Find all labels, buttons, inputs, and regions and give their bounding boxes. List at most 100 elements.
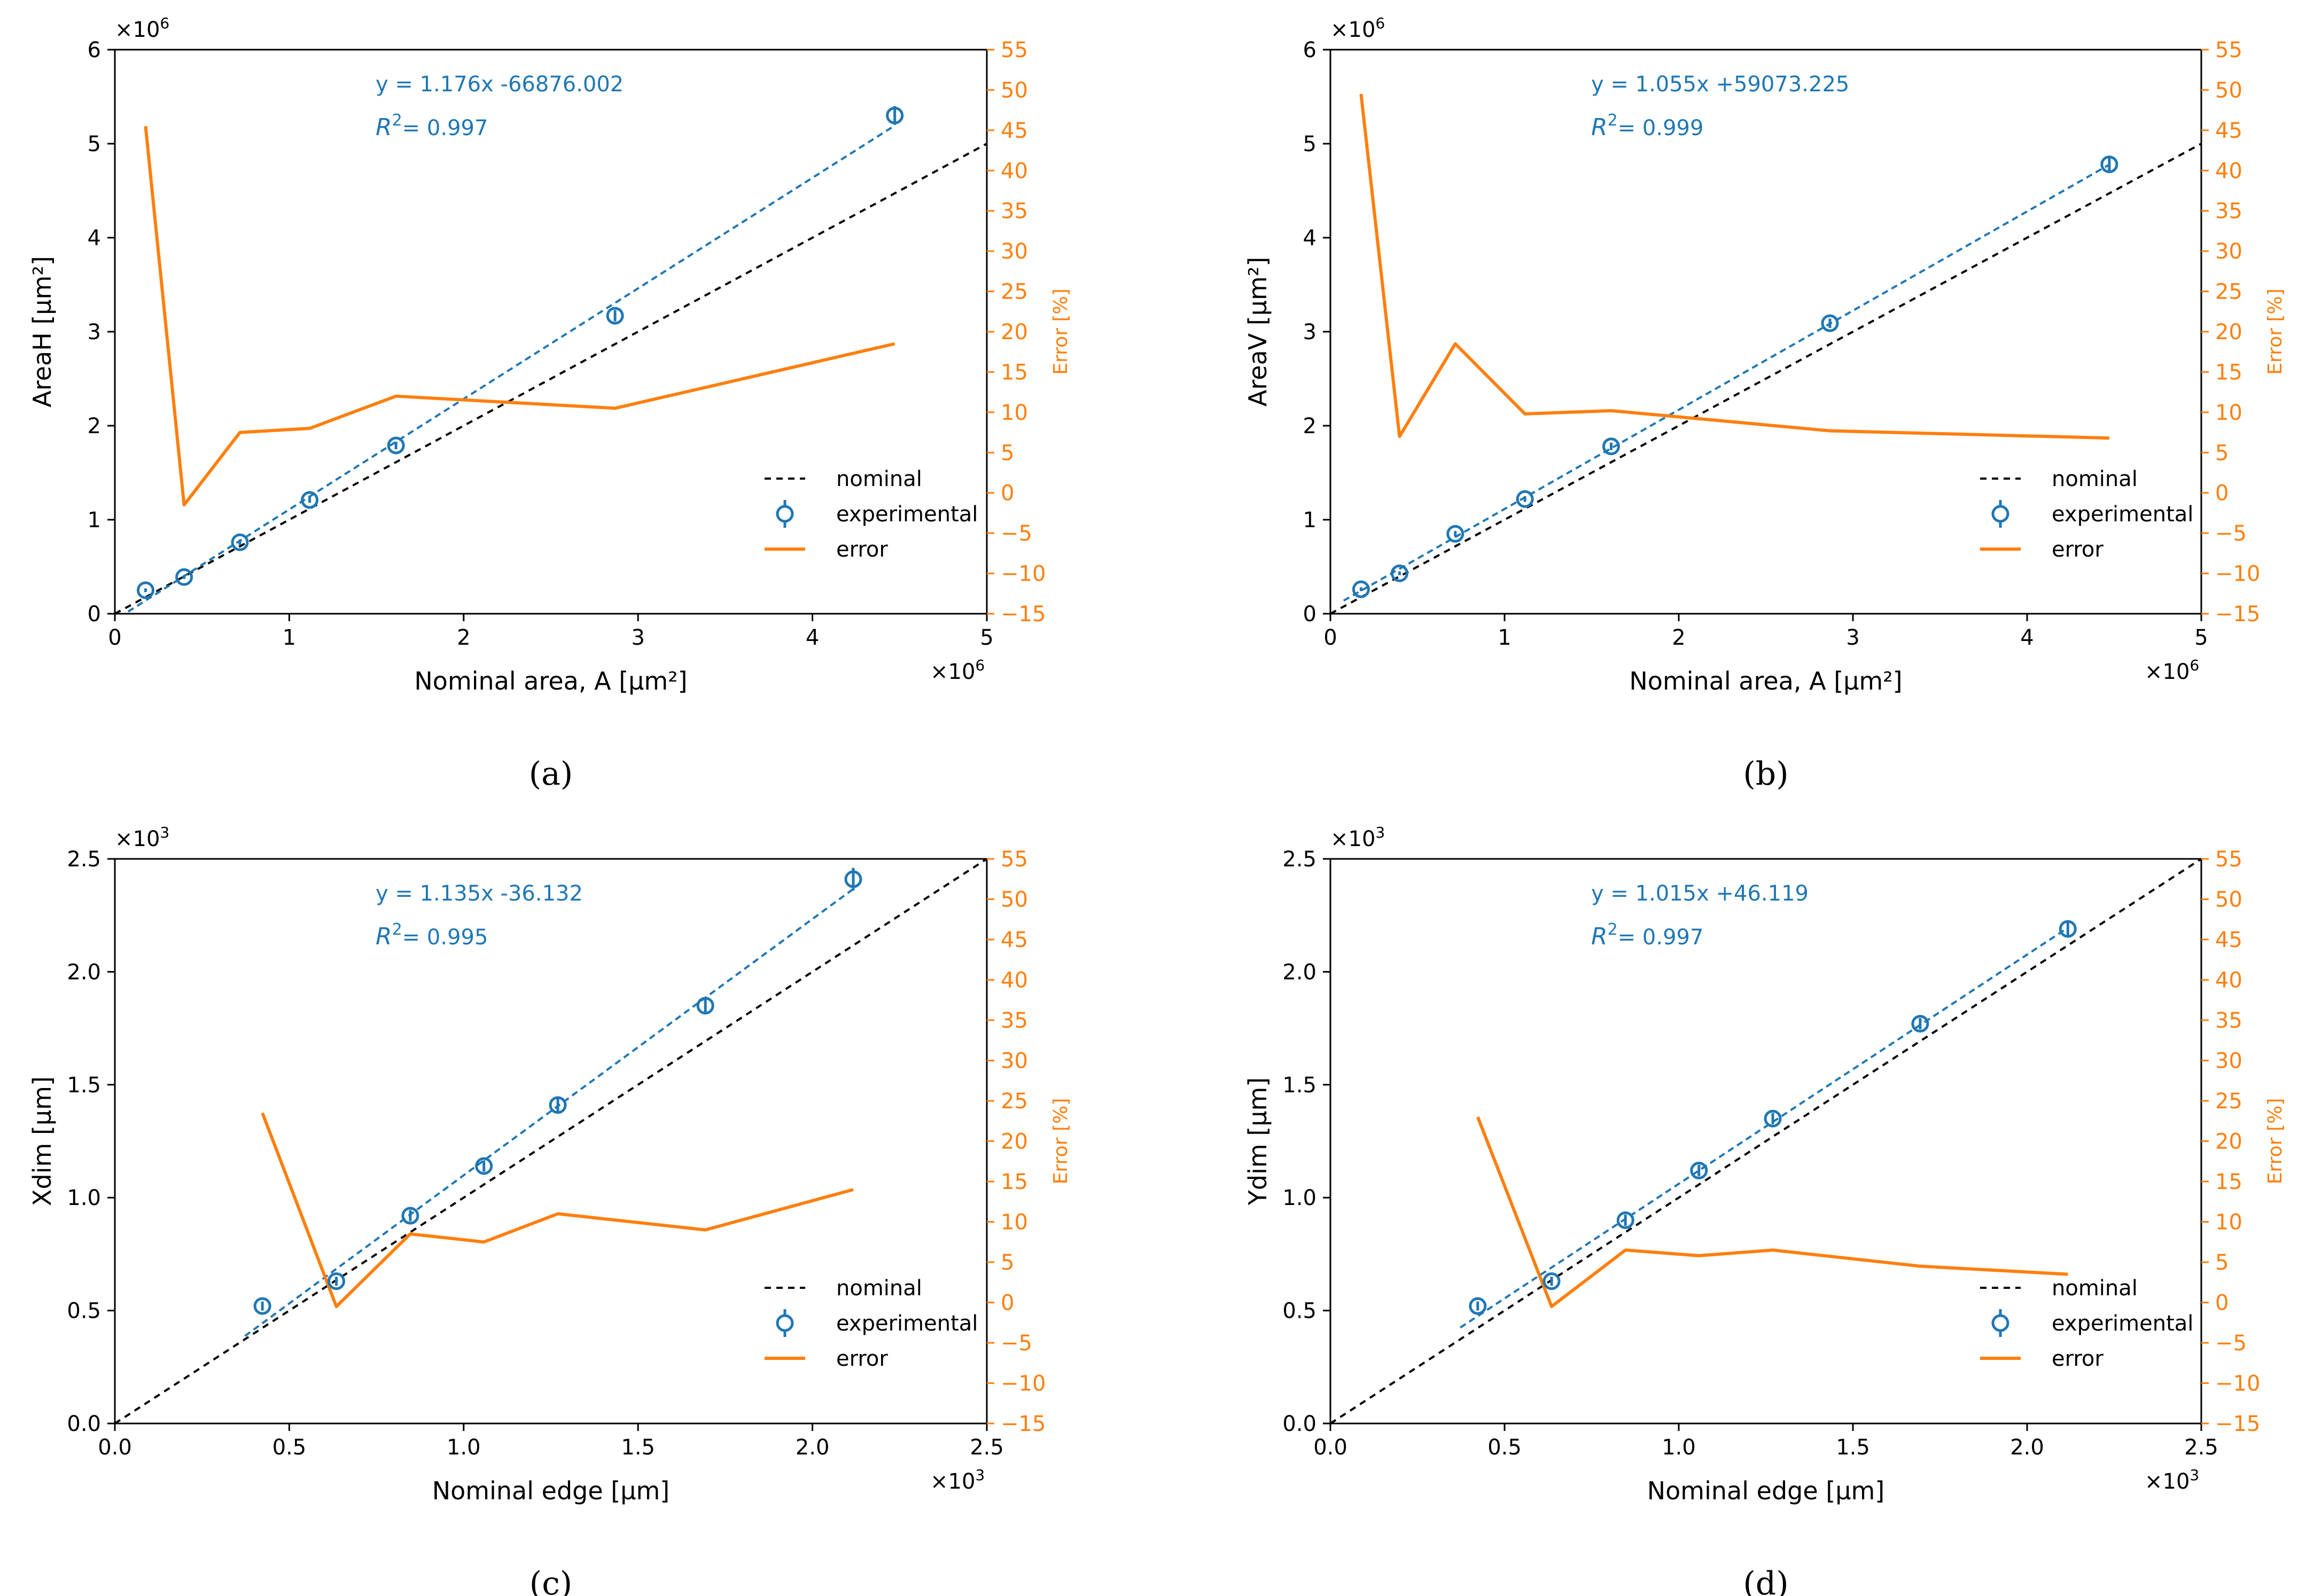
experimental-point <box>136 581 154 599</box>
y-tick-label: 6 <box>1303 38 1316 62</box>
y2-tick-label: 55 <box>2215 847 2242 872</box>
y-tick-label: 2.5 <box>67 847 101 872</box>
fit-r-squared: R2= 0.997 <box>376 111 488 141</box>
x-tick-label: 0.0 <box>98 1435 132 1460</box>
x-exponent-label: ×106 <box>930 656 985 684</box>
y2-tick-label: −10 <box>2215 1372 2260 1396</box>
chart-panel-c: 0.0 0.5 1.0 1.5 2.0 2.50.00.51.01.52.02.5−15−… <box>28 824 1072 1596</box>
y2-tick-label: 15 <box>2215 360 2242 385</box>
legend: nominal experimental error <box>765 1276 978 1371</box>
experimental-point <box>886 106 904 124</box>
plot-area <box>115 106 987 614</box>
legend-experimental-marker <box>776 1314 794 1332</box>
chart-panel-b: 0 1 2 3 4 50123456−15−10−50510152025303540455… <box>1243 14 2286 793</box>
x-axis-label: Nominal edge [μm] <box>1647 1476 1884 1505</box>
x-tick-label: 0.5 <box>272 1435 307 1460</box>
y-tick-label: 1.5 <box>67 1073 101 1098</box>
x-tick-label: 2.5 <box>2184 1435 2218 1460</box>
y2-axis-label: Error [%] <box>2264 288 2286 375</box>
fit-equation: y = 1.015x +46.119 <box>1591 881 1809 906</box>
x-exponent-label: ×103 <box>2145 1466 2199 1494</box>
y-exponent-label: ×103 <box>115 824 169 851</box>
legend: nominal experimental error <box>1980 467 2193 562</box>
y2-tick-label: −10 <box>1001 562 1046 586</box>
x-axis-label: Nominal edge [μm] <box>432 1476 669 1505</box>
chart-panel-a: 0 1 2 3 4 50123456−15−10−50510152025303540455… <box>28 14 1072 793</box>
legend-experimental-marker <box>1991 1314 2009 1332</box>
experimental-point <box>475 1157 493 1175</box>
y-exponent-power: 3 <box>1375 824 1385 841</box>
x-tick-label: 0.5 <box>1487 1435 1522 1460</box>
fit-line <box>1460 927 2069 1329</box>
y2-tick-label: 45 <box>2215 119 2242 143</box>
r-symbol: R <box>1591 923 1608 950</box>
y2-tick-label: 45 <box>2215 928 2242 952</box>
x-exponent-label: ×106 <box>2145 656 2199 684</box>
fit-line <box>1343 163 2110 602</box>
fit-equation: y = 1.135x -36.132 <box>376 881 583 906</box>
nominal-line <box>1330 859 2201 1423</box>
r-value: = 0.997 <box>1618 925 1704 950</box>
experimental-point <box>1446 525 1464 543</box>
y2-tick-label: 15 <box>1001 1170 1028 1194</box>
legend-experimental-marker <box>776 505 794 523</box>
experimental-point <box>1390 564 1408 582</box>
y-tick-label: 4 <box>1303 226 1316 251</box>
y2-axis-label: Error [%] <box>2264 1098 2286 1185</box>
y2-axis-label: Error [%] <box>1050 288 1072 375</box>
legend-nominal-label: nominal <box>836 1276 922 1301</box>
y2-tick-label: 20 <box>2215 320 2242 345</box>
x-tick-label: 1.5 <box>1836 1435 1870 1460</box>
x-tick-label: 1 <box>1498 625 1511 650</box>
y2-tick-label: −5 <box>2215 521 2247 546</box>
y-tick-label: 0.0 <box>67 1412 101 1436</box>
y-tick-label: 0 <box>1303 602 1316 627</box>
r-value: = 0.997 <box>402 116 488 140</box>
y2-tick-label: −5 <box>2215 1331 2247 1356</box>
legend: nominal experimental error <box>765 467 978 562</box>
y2-tick-label: 40 <box>2215 159 2242 183</box>
y2-tick-label: 45 <box>1001 119 1028 143</box>
y-tick-label: 1 <box>88 508 101 533</box>
y2-tick-label: 55 <box>2215 38 2242 62</box>
x-tick-label: 2.0 <box>796 1435 830 1460</box>
nominal-line <box>1330 143 2201 614</box>
x-exponent-power: 6 <box>975 656 985 674</box>
y2-tick-label: −10 <box>2215 562 2260 586</box>
y-exponent-label: ×103 <box>1330 824 1385 851</box>
y2-tick-label: 0 <box>1001 1291 1014 1316</box>
y2-tick-label: 25 <box>1001 280 1028 304</box>
x-tick-label: 3 <box>631 625 644 650</box>
experimental-point <box>387 436 405 455</box>
y2-tick-label: 40 <box>1001 968 1028 993</box>
experimental-point <box>401 1207 419 1225</box>
r-power: 2 <box>392 920 402 939</box>
y2-tick-label: 10 <box>1001 1210 1028 1235</box>
y-exponent-power: 6 <box>160 14 169 32</box>
legend-experimental-label: experimental <box>836 502 978 527</box>
x-exponent-power: 6 <box>2190 656 2199 674</box>
x-axis-label: Nominal area, A [μm²] <box>414 667 687 695</box>
legend-nominal-label: nominal <box>836 467 922 491</box>
y-tick-label: 1.0 <box>1282 1186 1316 1210</box>
x-tick-label: 4 <box>806 625 819 650</box>
y2-tick-label: 55 <box>1001 38 1028 62</box>
y2-tick-label: −15 <box>1001 602 1046 627</box>
r-value: = 0.995 <box>402 925 488 950</box>
y2-tick-label: 30 <box>1001 1049 1028 1074</box>
y-tick-label: 5 <box>88 132 101 157</box>
x-tick-label: 2 <box>457 625 470 650</box>
plot-area <box>115 859 987 1423</box>
experimental-point <box>1821 314 1839 332</box>
x-tick-label: 0 <box>108 625 121 650</box>
x-tick-label: 1.0 <box>1662 1435 1696 1460</box>
x-tick-label: 5 <box>2194 625 2208 650</box>
legend-experimental-label: experimental <box>2052 1311 2193 1336</box>
experimental-point <box>606 307 624 325</box>
y-tick-label: 5 <box>1303 132 1316 157</box>
r-power: 2 <box>392 111 402 130</box>
y2-tick-label: 50 <box>1001 78 1028 103</box>
r-value: = 0.999 <box>1618 116 1704 140</box>
y2-tick-label: 5 <box>1001 1250 1014 1275</box>
experimental-point <box>1352 580 1370 598</box>
